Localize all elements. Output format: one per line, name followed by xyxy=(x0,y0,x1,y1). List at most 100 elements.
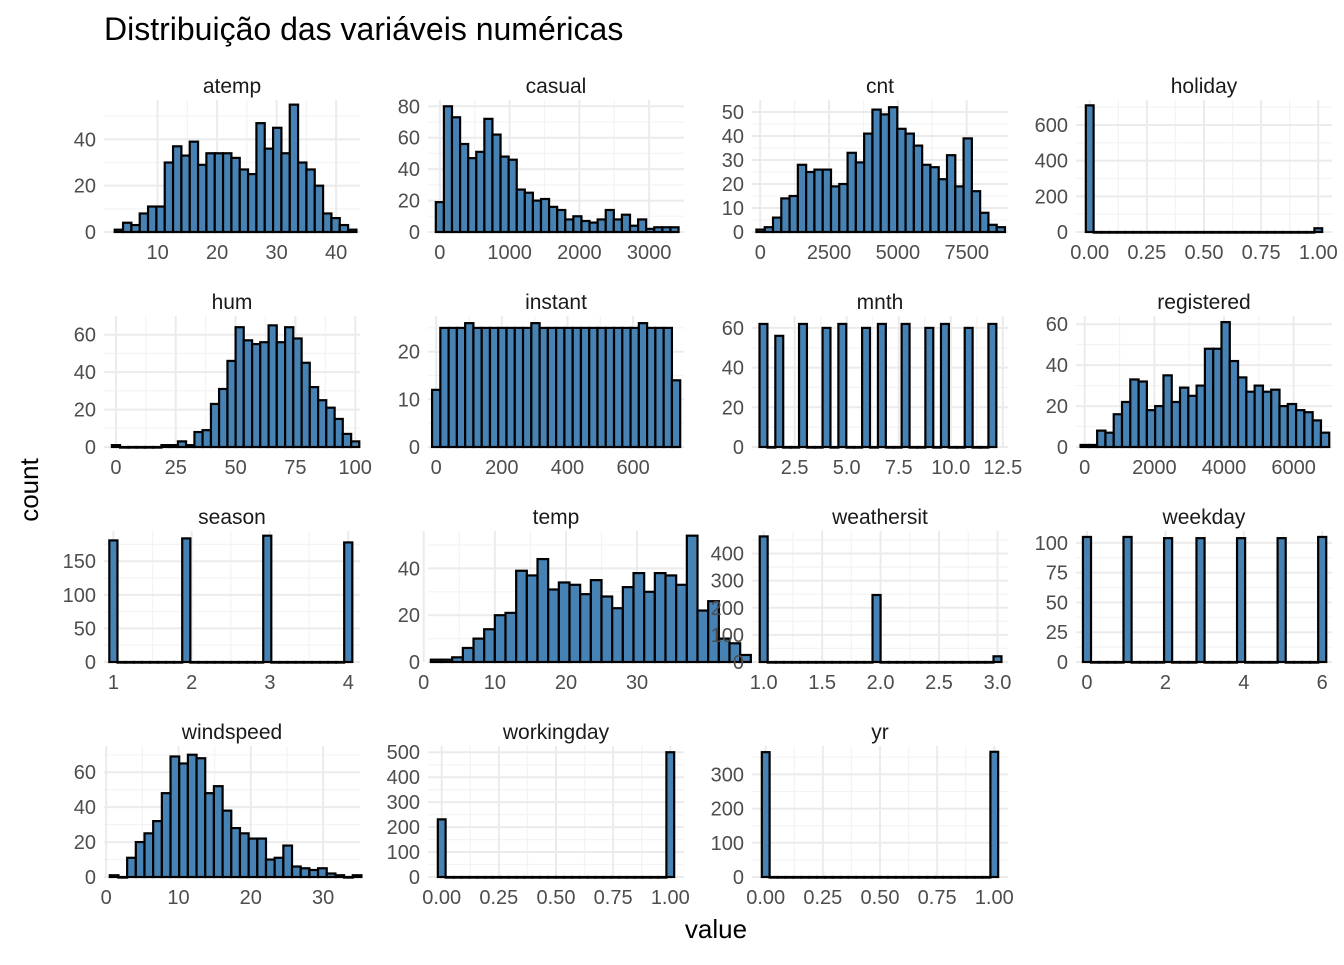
facet-label-workingday: workingday xyxy=(502,721,610,744)
y-tick-label: 60 xyxy=(74,762,96,784)
y-tick-label: 200 xyxy=(711,598,744,620)
y-tick-label: 50 xyxy=(722,102,744,124)
histogram-bar-season-3 xyxy=(132,660,143,664)
histogram-bar-hum-17 xyxy=(250,342,262,449)
histogram-bar-windspeed-18 xyxy=(264,858,276,879)
histogram-bar-windspeed-4 xyxy=(143,832,155,879)
facet-panel-workingday: workingday 0.00 0.25 0.50 0.75 1.00 0 100 200 300… xyxy=(387,721,690,909)
facet-label-casual: casual xyxy=(526,75,587,98)
histogram-bar-workingday-28 xyxy=(657,875,668,879)
facet-panel-atemp: atemp 10 20 30 40 0 20 40 xyxy=(74,75,360,264)
histogram-bar-cnt-5 xyxy=(796,163,808,234)
x-tick-label: 2000 xyxy=(1132,457,1177,479)
y-tick-label: 0 xyxy=(85,867,96,889)
y-tick-label: 500 xyxy=(387,742,420,764)
histogram-bar-windspeed-7 xyxy=(169,755,181,879)
histogram-bar-holiday-13 xyxy=(1187,230,1198,234)
histogram-bar-casual-12 xyxy=(531,199,543,234)
y-tick-label: 60 xyxy=(722,318,744,340)
histogram-bar-temp-18 xyxy=(621,586,635,664)
x-axis-label: value xyxy=(685,914,747,944)
histogram-bar-windspeed-2 xyxy=(126,856,137,879)
facet-label-cnt: cnt xyxy=(866,75,894,98)
histogram-bar-yr-20 xyxy=(918,875,929,879)
histogram-bar-holiday-25 xyxy=(1281,230,1292,234)
x-tick-label: 20 xyxy=(240,887,262,909)
x-tick-label: 10 xyxy=(484,672,506,694)
histogram-bar-atemp-5 xyxy=(155,205,166,234)
facet-panel-registered: registered 0 2000 4000 6000 0 20 40 60 xyxy=(1046,291,1332,479)
histogram-bar-holiday-16 xyxy=(1210,230,1221,234)
histogram-bar-instant-20 xyxy=(596,326,607,449)
histogram-bar-cnt-0 xyxy=(755,228,766,234)
histogram-bar-temp-8 xyxy=(515,569,528,664)
histogram-bar-weathersit-23 xyxy=(944,660,955,664)
histogram-bar-temp-0 xyxy=(429,658,443,664)
y-tick-label: 0 xyxy=(733,867,744,889)
histogram-bar-mnth-27 xyxy=(971,445,982,449)
histogram-bar-windspeed-26 xyxy=(334,874,346,879)
histogram-bar-atemp-15 xyxy=(238,168,250,234)
x-tick-label: 6000 xyxy=(1271,457,1316,479)
histogram-bar-workingday-15 xyxy=(554,875,565,879)
facet-panel-weekday: weekday 0 2 4 6 0 25 50 75 100 xyxy=(1035,506,1332,694)
histogram-bar-workingday-2 xyxy=(452,875,463,879)
x-tick-label: 200 xyxy=(485,457,518,479)
histogram-bar-casual-0 xyxy=(434,201,446,234)
y-tick-label: 200 xyxy=(1035,186,1068,208)
histogram-bar-windspeed-16 xyxy=(247,837,259,879)
x-tick-label: 10 xyxy=(146,242,168,264)
histogram-bar-weekday-7 xyxy=(1138,660,1149,664)
histogram-bar-instant-28 xyxy=(662,326,674,449)
histogram-bar-holiday-24 xyxy=(1273,230,1284,234)
histogram-bar-holiday-28 xyxy=(1305,230,1316,234)
histogram-bar-weekday-19 xyxy=(1235,537,1247,664)
histogram-bar-holiday-17 xyxy=(1218,230,1229,234)
histogram-bar-registered-27 xyxy=(1303,411,1314,449)
histogram-bar-yr-19 xyxy=(910,875,921,879)
histogram-bar-workingday-25 xyxy=(633,875,644,879)
histogram-bar-temp-12 xyxy=(557,581,571,664)
histogram-bar-workingday-6 xyxy=(484,875,495,879)
histogram-bar-temp-14 xyxy=(579,593,592,664)
y-tick-label: 10 xyxy=(398,389,420,411)
x-tick-label: 0 xyxy=(431,457,442,479)
histogram-bar-casual-3 xyxy=(458,142,470,234)
y-tick-label: 0 xyxy=(409,652,420,674)
histogram-bar-weathersit-27 xyxy=(976,660,987,664)
histogram-bar-registered-29 xyxy=(1319,431,1331,449)
histogram-bar-registered-12 xyxy=(1178,386,1190,449)
histogram-bar-workingday-27 xyxy=(649,875,660,879)
histogram-bar-atemp-4 xyxy=(146,205,158,234)
histogram-bar-mnth-28 xyxy=(979,445,990,449)
histogram-bar-yr-12 xyxy=(855,875,866,879)
y-tick-label: 10 xyxy=(722,198,744,220)
histogram-bar-instant-1 xyxy=(439,326,450,449)
histogram-bar-weekday-22 xyxy=(1260,660,1271,664)
x-tick-label: 2.5 xyxy=(781,457,809,479)
x-tick-label: 0 xyxy=(101,887,112,909)
histogram-bar-workingday-1 xyxy=(444,875,455,879)
histogram-bar-registered-9 xyxy=(1154,404,1165,449)
histogram-bar-holiday-18 xyxy=(1226,230,1237,234)
histogram-bar-mnth-23 xyxy=(939,322,950,449)
x-tick-label: 0 xyxy=(418,672,429,694)
histogram-bar-instant-10 xyxy=(513,326,525,449)
histogram-bar-registered-26 xyxy=(1294,409,1306,449)
histogram-bar-weathersit-13 xyxy=(863,660,874,664)
histogram-bar-workingday-3 xyxy=(460,875,471,879)
facet-panel-instant: instant 0 200 400 600 0 10 20 xyxy=(398,291,684,479)
histogram-bar-yr-4 xyxy=(792,875,803,879)
histogram-bar-temp-10 xyxy=(536,557,550,664)
histogram-bar-registered-28 xyxy=(1311,419,1323,449)
y-tick-label: 40 xyxy=(722,126,744,148)
histogram-bar-instant-4 xyxy=(464,322,475,449)
histogram-bar-yr-29 xyxy=(989,750,1000,879)
histogram-bar-registered-5 xyxy=(1120,400,1132,449)
x-tick-label: 4000 xyxy=(1202,457,1247,479)
histogram-bar-weekday-13 xyxy=(1187,660,1198,664)
histogram-bar-mnth-12 xyxy=(853,445,864,449)
histogram-bar-workingday-0 xyxy=(436,818,447,879)
facet-panel-yr: yr 0.00 0.25 0.50 0.75 1.00 0 100 200 300 xyxy=(711,721,1014,909)
